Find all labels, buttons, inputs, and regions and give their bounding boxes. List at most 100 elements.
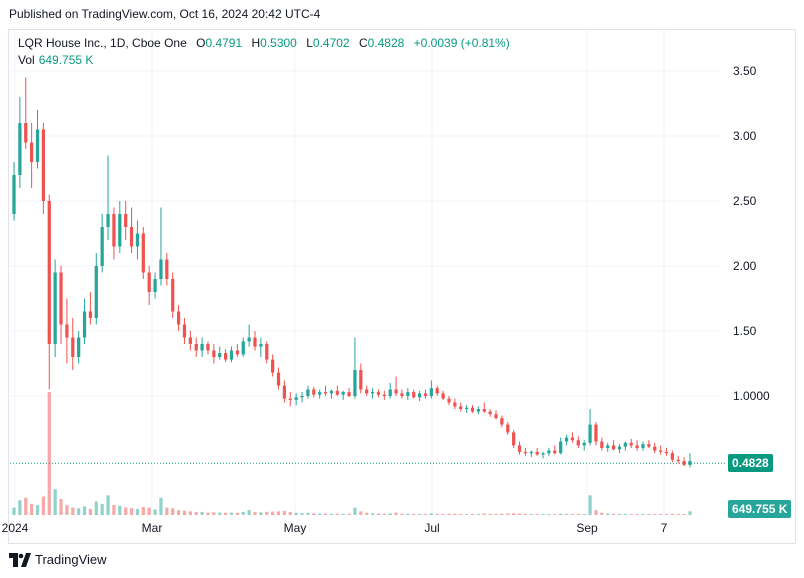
candle-body — [564, 437, 569, 442]
volume-bar — [94, 501, 98, 515]
candle-body — [629, 442, 633, 446]
volume-bar — [165, 507, 169, 515]
volume-bar — [224, 512, 228, 515]
volume-bar — [218, 512, 222, 515]
volume-bar — [59, 499, 63, 515]
symbol-legend: LQR House Inc., 1D, Cboe One O0.4791 H0.… — [18, 36, 510, 50]
candle-body — [53, 272, 57, 344]
candle-body — [441, 393, 445, 399]
candle-body — [212, 350, 216, 357]
candle-body — [429, 388, 433, 396]
volume-bar — [259, 512, 263, 515]
candle-body — [512, 432, 516, 446]
volume-bar — [106, 495, 110, 515]
y-tick-label: 3.00 — [733, 129, 757, 143]
volume-bar — [559, 513, 563, 515]
candle-body — [135, 233, 140, 247]
volume-bar — [241, 511, 245, 515]
candle-body — [30, 142, 34, 162]
volume-bar — [676, 514, 680, 515]
volume-bar — [288, 511, 292, 515]
volume-bar — [553, 514, 557, 515]
volume-bar — [200, 511, 204, 515]
candle-body — [341, 392, 345, 395]
candle-body — [653, 446, 657, 451]
open-value: 0.4791 — [205, 36, 243, 50]
volume-label: Vol — [18, 53, 35, 67]
candle-body — [641, 444, 645, 448]
volume-bar — [635, 514, 639, 515]
tradingview-footer[interactable]: TradingView — [9, 552, 107, 567]
volume-bar — [30, 503, 34, 515]
volume-bar — [476, 514, 480, 515]
volume-bar — [629, 514, 633, 515]
candle-body — [94, 266, 98, 318]
volume-bar — [406, 513, 410, 515]
volume-bar — [470, 514, 475, 515]
volume-bar — [459, 513, 463, 515]
volume-bar — [159, 497, 163, 515]
volume-bar — [647, 514, 651, 515]
x-tick-label: 7 — [661, 521, 668, 535]
volume-bar — [588, 495, 592, 515]
volume-bar — [118, 505, 122, 515]
candle-body — [323, 392, 328, 394]
volume-bar — [18, 500, 22, 515]
candle-body — [288, 398, 292, 400]
volume-bar — [88, 508, 93, 515]
low-label: L — [306, 36, 313, 50]
candle-body — [382, 394, 386, 396]
volume-bar — [77, 508, 81, 515]
candle-body — [188, 337, 192, 344]
volume-bar — [282, 511, 287, 515]
candle-body — [147, 272, 151, 292]
volume-bar — [382, 513, 386, 515]
volume-bar — [124, 507, 128, 515]
candle-body — [77, 337, 81, 357]
volume-bar — [100, 503, 104, 515]
candle-body — [535, 451, 539, 455]
y-tick-label: 1.50 — [733, 324, 757, 338]
candle-body — [276, 372, 281, 386]
x-tick-label: May — [284, 521, 307, 535]
volume-bar — [253, 511, 257, 515]
candle-body — [306, 389, 310, 396]
candle-body — [559, 441, 563, 454]
volume-bar — [24, 497, 28, 515]
volume-bar — [188, 511, 192, 515]
candle-body — [241, 341, 245, 355]
candle-body — [623, 442, 627, 447]
y-axis-ticks: 3.50 3.00 2.50 2.00 1.50 1.0000 — [733, 64, 770, 403]
symbol-name: LQR House Inc., 1D, Cboe One — [18, 36, 187, 50]
candle-body — [265, 344, 269, 360]
last-price-badge: 0.4828 — [728, 454, 773, 473]
candle-body — [182, 324, 187, 338]
volume-bar — [335, 513, 339, 515]
high-value: 0.5300 — [260, 36, 297, 50]
candle-body — [459, 406, 463, 409]
volume-bar — [435, 513, 439, 515]
candle-body — [353, 370, 357, 396]
volume-bar — [353, 507, 357, 515]
candle-body — [165, 259, 169, 279]
volume-bar — [570, 513, 575, 515]
volume-bar — [359, 511, 363, 515]
candle-body — [541, 453, 545, 455]
volume-bar — [265, 511, 269, 515]
candle-body — [412, 392, 416, 398]
candle-body — [370, 392, 375, 394]
published-note: Published on TradingView.com, Oct 16, 20… — [9, 7, 321, 21]
candle-body — [658, 450, 663, 452]
volume-bar — [688, 511, 692, 515]
volume-bar — [500, 513, 504, 515]
volume-bar — [658, 514, 663, 515]
volume-legend: Vol 649.755 K — [18, 53, 93, 67]
volume-bar — [623, 513, 627, 515]
volume-bar — [576, 513, 580, 515]
volume-bar — [547, 514, 551, 515]
volume-bar — [441, 513, 445, 515]
change-value: +0.0039 (+0.81%) — [413, 36, 510, 50]
candle-body — [235, 350, 239, 355]
candle-body — [617, 446, 622, 450]
